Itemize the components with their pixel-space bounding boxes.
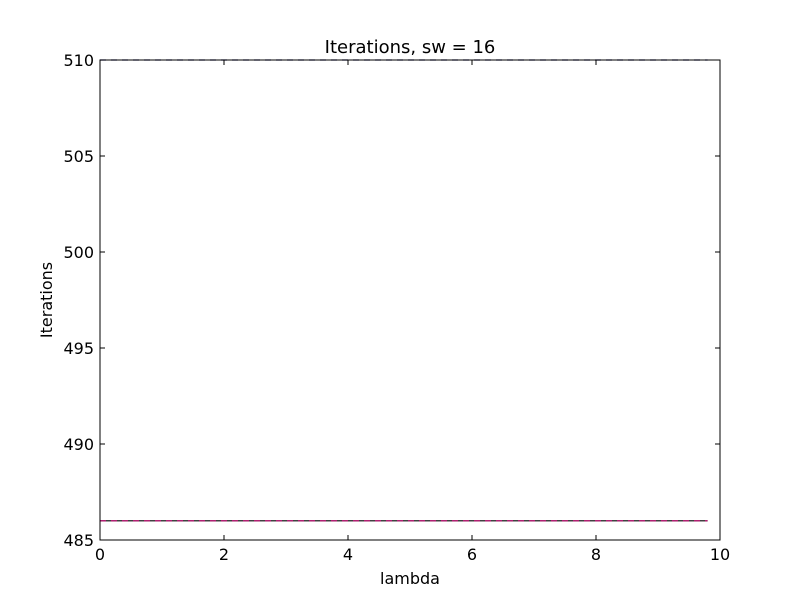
y-tick-label: 500 <box>63 243 94 262</box>
tick-layer: 0 2 4 6 8 10 485 490 495 500 505 510 <box>63 51 730 564</box>
y-tick-label: 495 <box>63 339 94 358</box>
x-tick-label: 8 <box>591 545 601 564</box>
plot-area <box>100 60 720 540</box>
plot-frame <box>99 59 721 541</box>
chart-title: Iterations, sw = 16 <box>325 37 496 58</box>
y-tick-label: 510 <box>63 51 94 70</box>
x-tick-label: 2 <box>219 545 229 564</box>
y-tick-label: 505 <box>63 147 94 166</box>
y-axis-label: Iterations <box>37 262 56 338</box>
x-tick-label: 0 <box>95 545 105 564</box>
x-tick-label: 6 <box>467 545 477 564</box>
y-tick-label: 485 <box>63 531 94 550</box>
x-tick-label: 10 <box>710 545 730 564</box>
y-tick-label: 490 <box>63 435 94 454</box>
x-tick-label: 4 <box>343 545 353 564</box>
x-axis-label: lambda <box>380 569 440 588</box>
